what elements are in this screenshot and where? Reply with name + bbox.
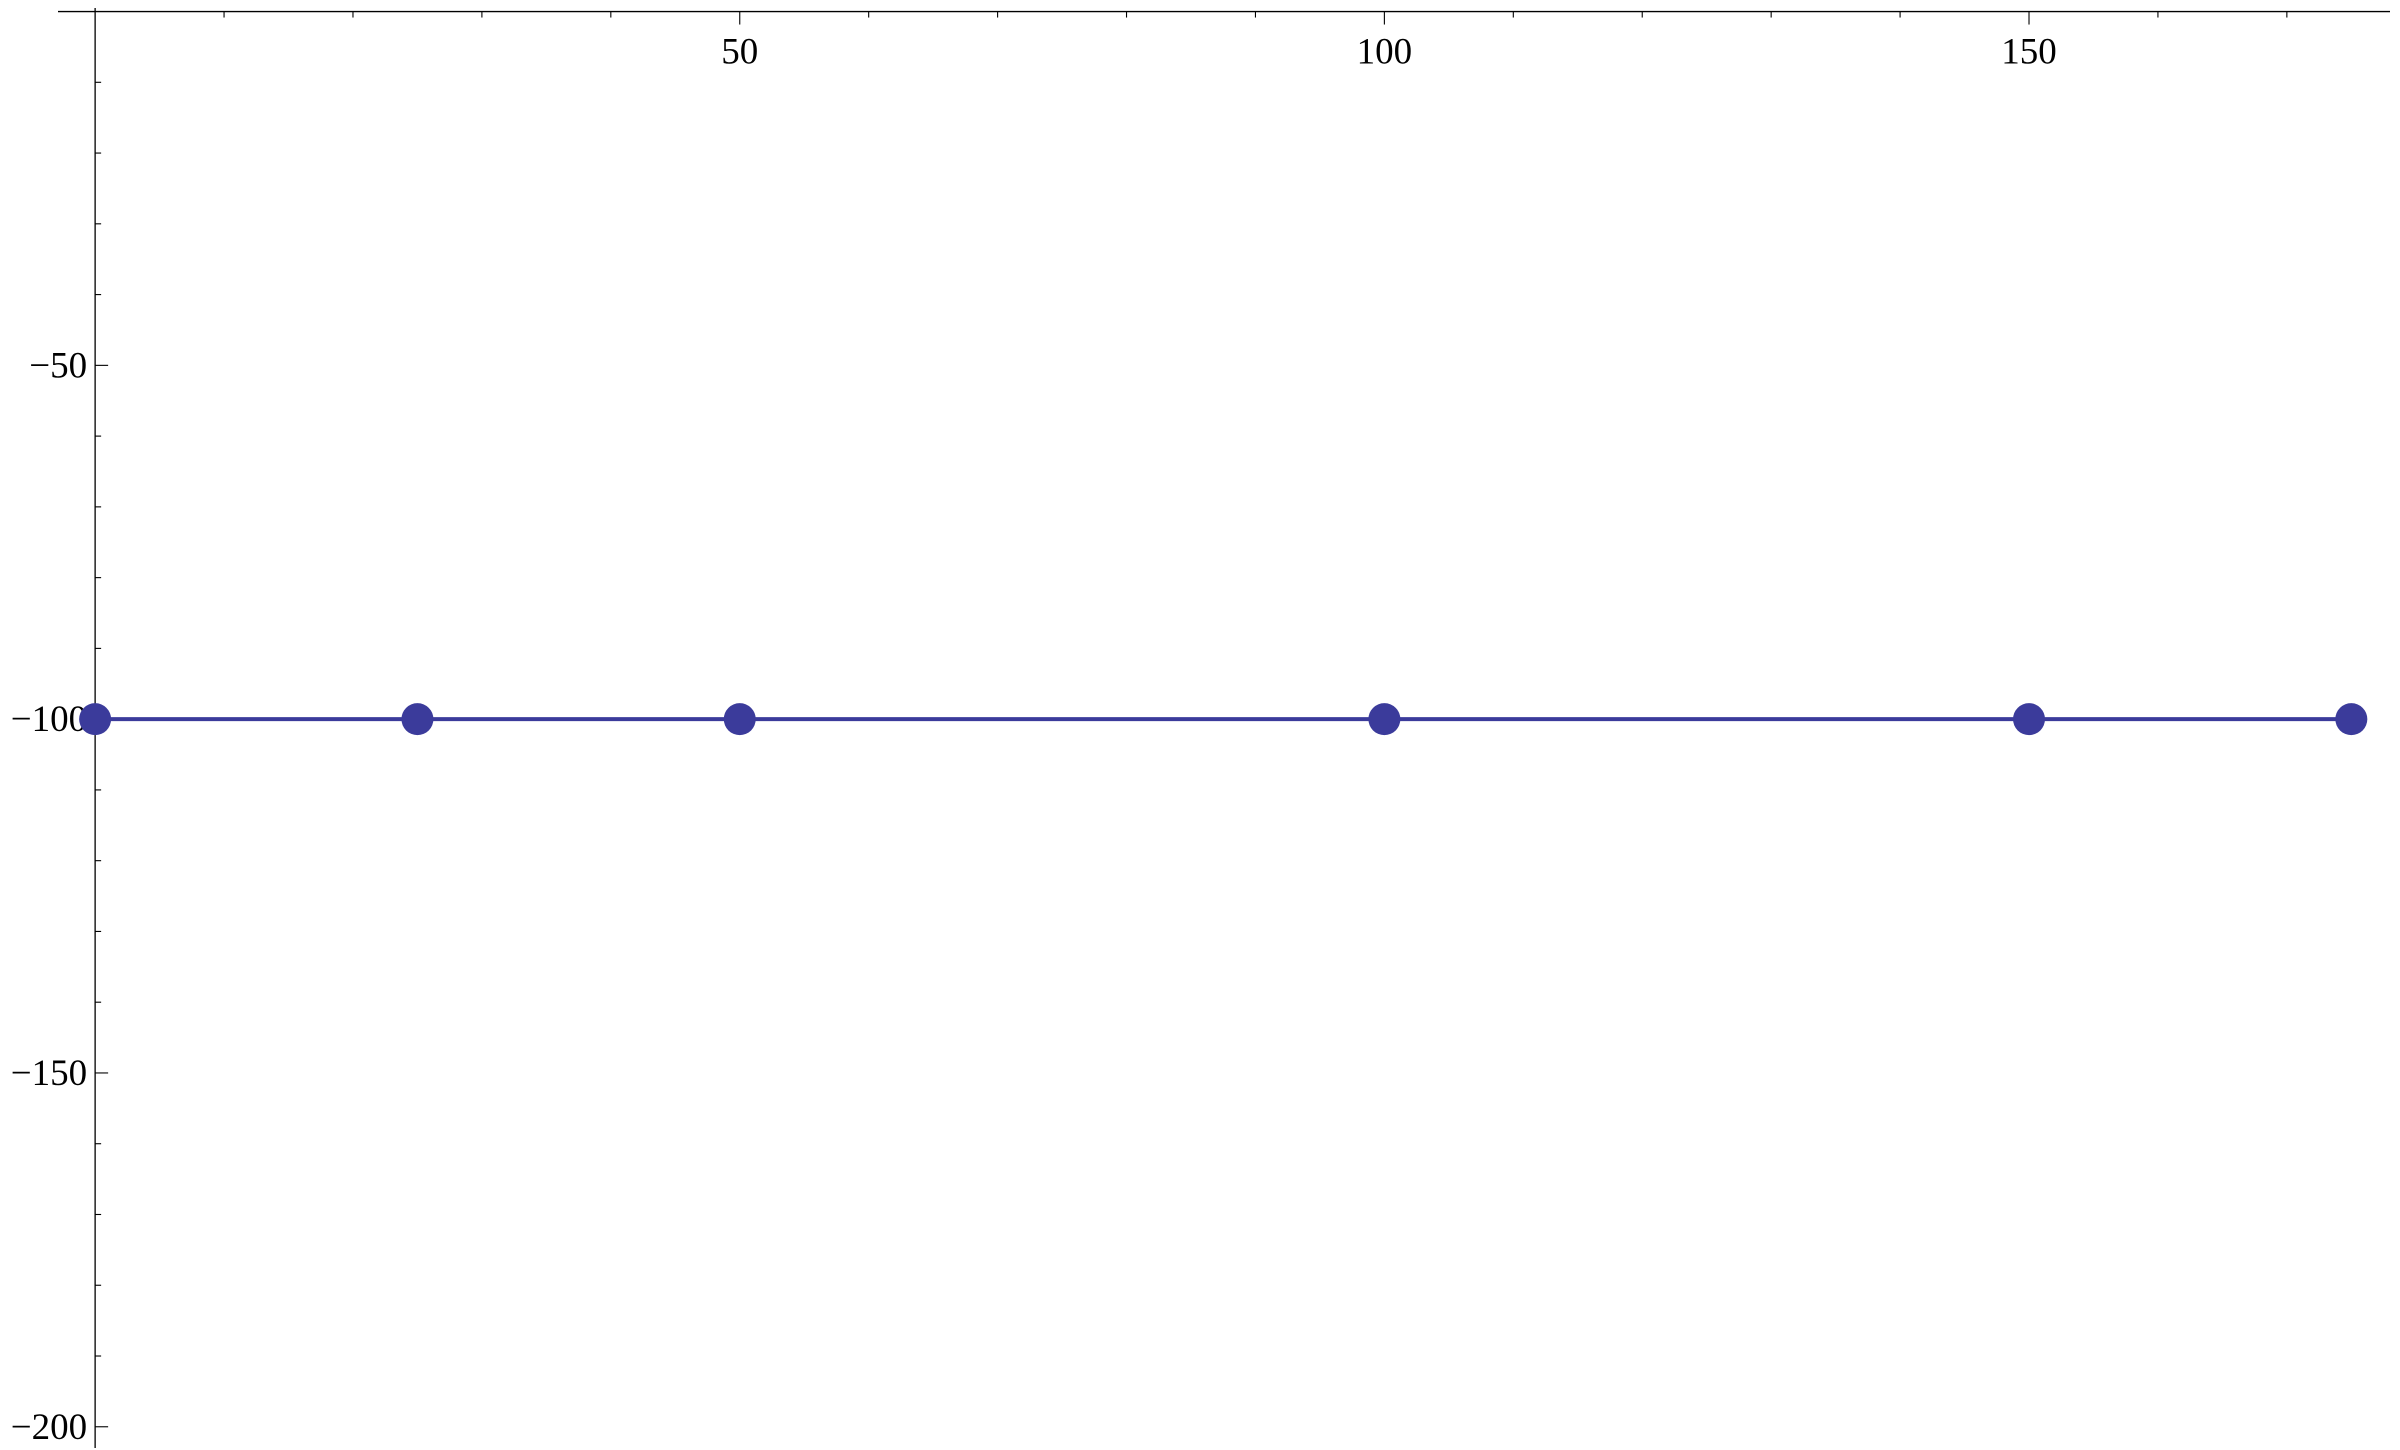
data-point xyxy=(2335,703,2368,736)
y-tick-label: −150 xyxy=(11,1053,87,1094)
y-tick-label: −100 xyxy=(11,699,87,740)
x-tick-label: 150 xyxy=(2001,32,2057,73)
data-point xyxy=(401,703,434,736)
data-point xyxy=(1368,703,1401,736)
x-tick-label: 100 xyxy=(1357,32,1413,73)
y-tick-label: −50 xyxy=(29,345,87,386)
x-tick-label: 50 xyxy=(721,32,758,73)
data-point xyxy=(79,703,112,736)
y-tick-label: −200 xyxy=(11,1407,87,1448)
series xyxy=(79,703,2368,736)
tick-labels: 50 100 150 −50 −100 −150 −200 xyxy=(11,32,2057,1448)
data-point xyxy=(2013,703,2046,736)
data-point xyxy=(723,703,756,736)
